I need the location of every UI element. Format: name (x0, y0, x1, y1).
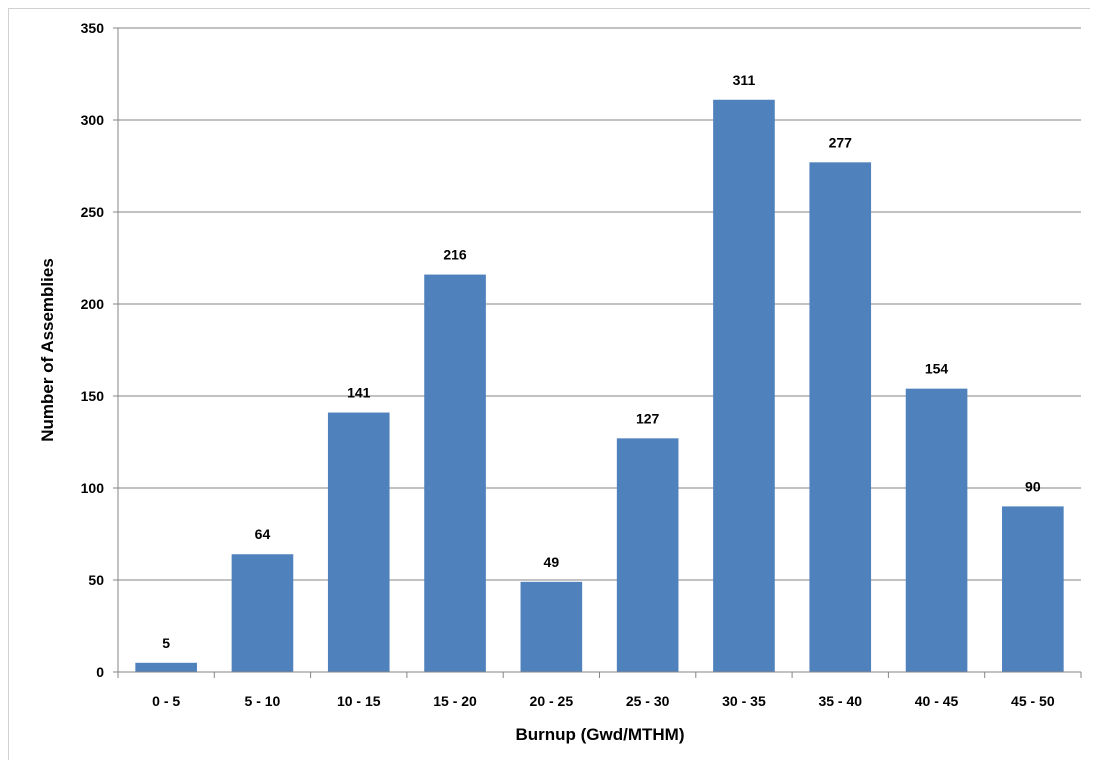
data-label: 277 (829, 134, 853, 150)
data-label: 141 (347, 385, 371, 401)
y-tick-label: 300 (81, 112, 105, 128)
x-tick-label: 40 - 45 (915, 693, 959, 709)
bar (231, 554, 294, 672)
data-label: 5 (162, 635, 170, 651)
x-tick-label: 15 - 20 (433, 693, 477, 709)
y-tick-label: 100 (81, 480, 105, 496)
y-axis-title: Number of Assemblies (38, 258, 57, 442)
y-tick-label: 250 (81, 204, 105, 220)
bar (135, 662, 197, 672)
bar (1002, 506, 1064, 672)
data-label: 64 (255, 526, 271, 542)
x-tick-label: 30 - 35 (722, 693, 766, 709)
chart-frame (8, 8, 1090, 760)
data-label: 90 (1025, 478, 1041, 494)
bar (905, 388, 968, 672)
y-tick-label: 0 (96, 664, 104, 680)
bar (424, 274, 486, 672)
data-label: 216 (443, 247, 467, 263)
data-label: 49 (544, 554, 560, 570)
x-tick-label: 25 - 30 (626, 693, 670, 709)
x-tick-label: 35 - 40 (818, 693, 862, 709)
data-label: 127 (636, 410, 660, 426)
y-tick-label: 350 (81, 20, 105, 36)
data-label: 311 (733, 72, 756, 88)
bar (713, 99, 775, 672)
x-axis-ticks: 0 - 5 5 - 10 10 - 15 15 - 20 20 - 25 25 - 30 3… (117, 672, 1082, 709)
x-axis-title: Burnup (Gwd/MTHM) (515, 725, 684, 744)
bars (135, 99, 1064, 672)
bar (809, 162, 872, 672)
x-tick-label: 10 - 15 (337, 693, 381, 709)
bar (520, 581, 583, 672)
x-tick-label: 0 - 5 (152, 693, 180, 709)
y-tick-label: 150 (81, 388, 105, 404)
y-tick-label: 50 (88, 572, 104, 588)
y-tick-label: 200 (81, 296, 105, 312)
x-tick-label: 45 - 50 (1011, 693, 1055, 709)
y-axis-ticks: 0 50 100 150 200 250 300 350 (81, 20, 118, 680)
data-label: 154 (925, 361, 949, 377)
x-tick-label: 5 - 10 (245, 693, 281, 709)
data-labels: 5 64 141 216 49 127 311 277 154 90 (162, 72, 1041, 651)
bar (327, 412, 390, 672)
x-tick-label: 20 - 25 (530, 693, 574, 709)
bar (616, 438, 679, 672)
